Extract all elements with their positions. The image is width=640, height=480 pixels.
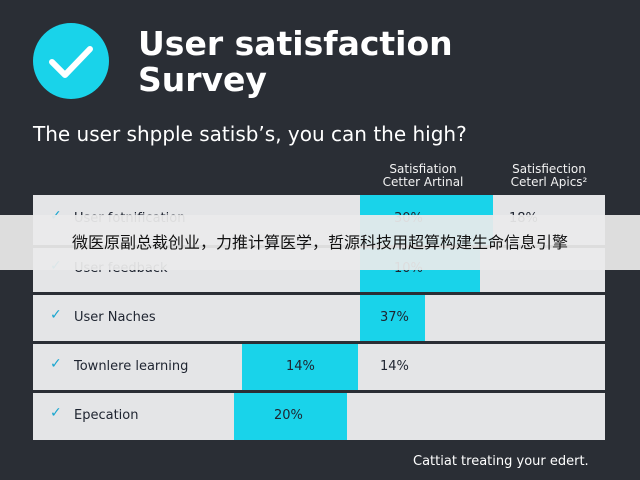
highlight <box>360 295 425 341</box>
row-label: User Naches <box>74 310 156 325</box>
banner: 微医原副总裁创业，力推计算医学，哲源科技用超算构建生命信息引擎 <box>0 215 640 270</box>
check-mark: ✓ <box>50 307 62 323</box>
cell-value: 14% <box>286 359 315 374</box>
row-label: Townlere learning <box>74 359 189 374</box>
cell-value: 20% <box>274 408 303 423</box>
title: Survey <box>138 60 267 99</box>
check-icon <box>33 23 109 99</box>
column-header-line: Ceterl Apics² <box>510 175 588 189</box>
column-header-line: Satisfiection <box>512 162 586 176</box>
cell-value: 37% <box>380 310 409 325</box>
column-header-line: Satisfiation <box>389 162 457 176</box>
highlight <box>234 393 347 440</box>
column-header: Satisfiection Ceterl Apics² <box>484 163 614 189</box>
title: User satisfaction <box>138 24 453 63</box>
column-header-line: Cetter Artinal <box>382 175 464 189</box>
cell-value: 14% <box>380 359 409 374</box>
check-mark: ✓ <box>50 356 62 372</box>
table-row <box>33 295 605 341</box>
highlight <box>242 344 358 390</box>
check-mark: ✓ <box>50 405 62 421</box>
row-label: Epecation <box>74 408 139 423</box>
column-header: Satisfiation Cetter Artinal <box>358 163 488 189</box>
footer: Cattiat treating your edert. <box>413 454 589 469</box>
question: The user shpple satisb’s, you can the hi… <box>33 122 467 146</box>
